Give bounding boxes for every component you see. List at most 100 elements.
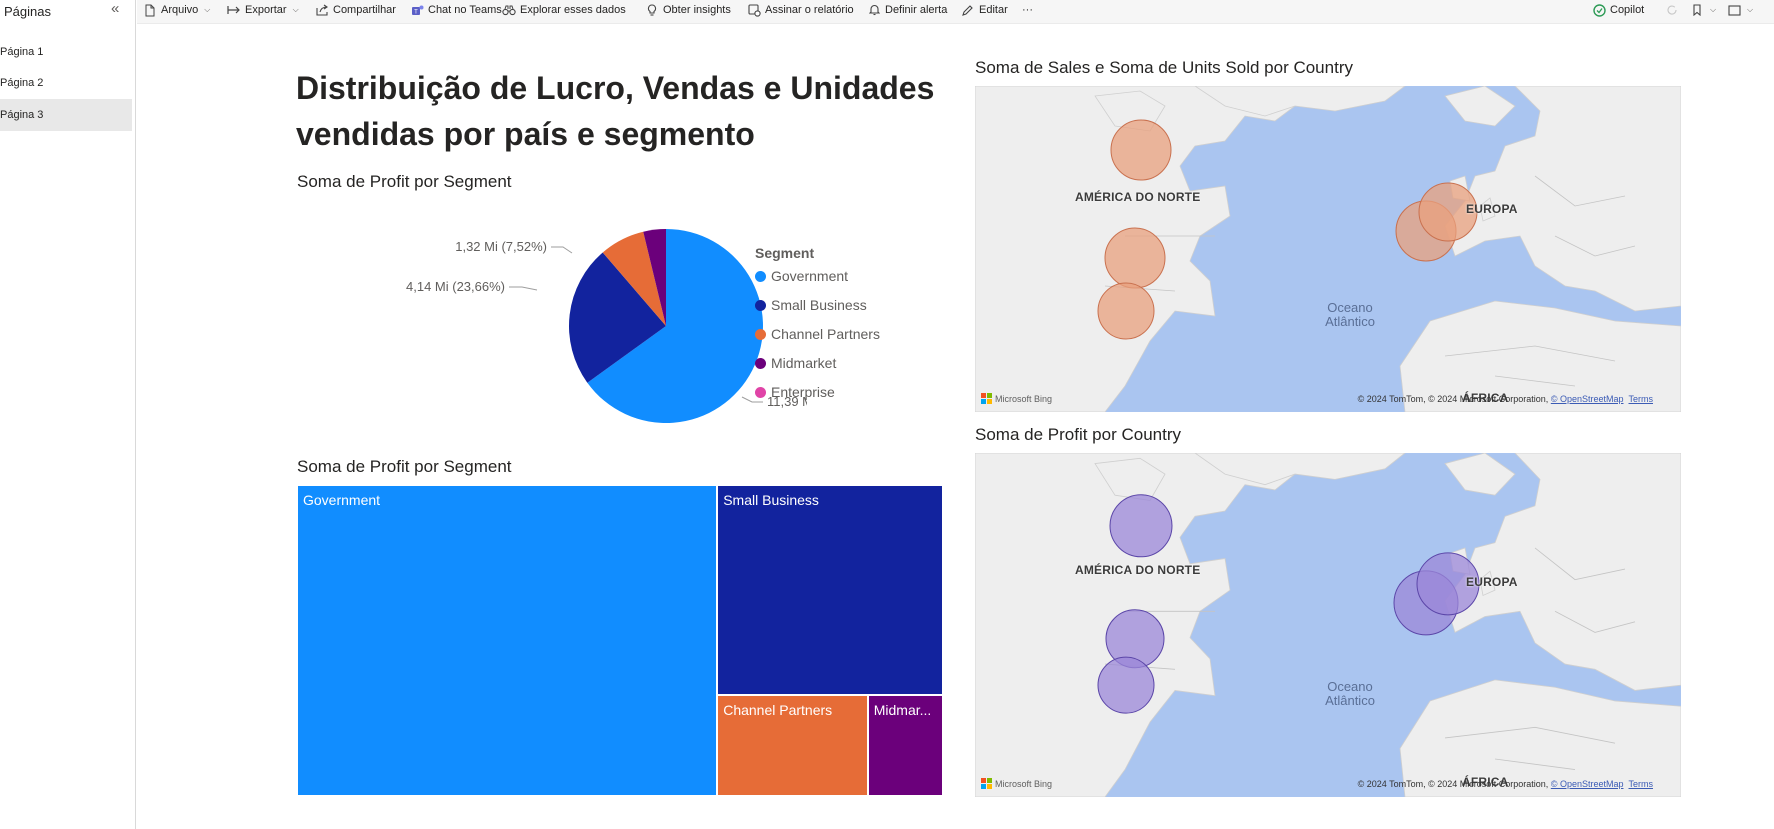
pie-slice-channel-partners[interactable]	[602, 231, 666, 326]
pie-slice-small-business[interactable]	[569, 252, 666, 383]
legend-dot-icon	[755, 270, 766, 282]
insights-label: Obter insights	[663, 4, 731, 16]
legend-item-enterprise[interactable]: Enterprise	[755, 383, 835, 401]
bookmark-icon	[1690, 3, 1704, 17]
map-border	[1494, 375, 1576, 387]
map-landmass	[1444, 86, 1516, 127]
legend-item-midmarket[interactable]: Midmarket	[755, 354, 836, 372]
map-landmass	[1479, 197, 1496, 222]
set-alert-button[interactable]: Definir alerta	[867, 0, 947, 20]
map-border	[1554, 235, 1636, 257]
share-button[interactable]: Compartilhar	[315, 0, 396, 20]
explore-data-button[interactable]: Explorar esses dados	[502, 0, 626, 20]
subscribe-report-label: Assinar o relatório	[765, 4, 854, 16]
pie-leader-government	[741, 396, 763, 403]
legend-dot-icon	[755, 299, 766, 311]
bing-logo: Microsoft Bing	[981, 778, 1052, 789]
bell-icon	[867, 3, 881, 17]
pie-label-government: 11,39 Mi (65,04%)	[767, 394, 807, 409]
map-bubble[interactable]	[1097, 282, 1155, 340]
more-options-icon: ···	[1022, 4, 1033, 16]
page-tab-3[interactable]: Página 3	[0, 99, 132, 131]
region-label-europe: EUROPA	[1466, 575, 1518, 590]
sales-map-title: Soma de Sales e Soma de Units Sold por C…	[975, 58, 1353, 77]
credit-text: © 2024 TomTom, © 2024 Microsoft Corporat…	[1357, 779, 1551, 789]
ocean-label-line: Oceano	[1327, 300, 1373, 315]
share-icon	[315, 3, 329, 17]
action-bar: Arquivo ⌵ Exportar ⌵ Compartilhar T Chat…	[137, 0, 1774, 24]
explore-data-label: Explorar esses dados	[520, 4, 626, 16]
bookmark-button[interactable]: ⌵	[1690, 0, 1716, 20]
terms-link[interactable]: Terms	[1628, 779, 1654, 789]
map-basemap	[975, 453, 1681, 797]
map-border	[1534, 547, 1626, 581]
pages-title: Páginas	[4, 4, 51, 19]
map-credits: © 2024 TomTom, © 2024 Microsoft Corporat…	[1358, 394, 1653, 404]
map-border	[1494, 758, 1576, 770]
region-label-europe: EUROPA	[1466, 202, 1518, 216]
legend-item-channel-partners[interactable]: Channel Partners	[755, 325, 880, 343]
treemap-cell-small-business[interactable]: Small Business	[717, 485, 943, 696]
legend-label: Channel Partners	[771, 326, 880, 342]
treemap-chart[interactable]: Government Small Business Channel Partners…	[297, 485, 943, 796]
map-bubble[interactable]	[1110, 119, 1172, 181]
binoculars-icon	[502, 3, 516, 17]
map-bubble[interactable]	[1418, 182, 1478, 242]
region-label-africa: ÁFRICA	[1462, 391, 1509, 405]
teams-chat-button[interactable]: T Chat no Teams	[410, 0, 502, 20]
more-options-button[interactable]: ···	[1022, 0, 1033, 20]
chevron-down-icon: ⌵	[204, 5, 211, 14]
legend-dot-icon	[755, 386, 766, 398]
pie-slice-midmarket[interactable]	[643, 229, 666, 326]
copilot-button[interactable]: Copilot	[1592, 0, 1644, 20]
osm-link[interactable]: © OpenStreetMap	[1550, 779, 1624, 789]
page-tab-1[interactable]: Página 1	[0, 46, 44, 58]
legend-title: Segment	[755, 245, 815, 261]
pie-chart[interactable]: 1,32 Mi (7,52%) 4,14 Mi (23,66%) 11,39 M…	[287, 210, 807, 450]
map-bubble[interactable]	[1109, 494, 1173, 558]
report-canvas: Distribuição de Lucro, Vendas e Unidades…	[137, 25, 1774, 829]
legend-item-small-business[interactable]: Small Business	[755, 296, 867, 314]
terms-link[interactable]: Terms	[1628, 394, 1654, 404]
credit-text: © 2024 TomTom, © 2024 Microsoft Corporat…	[1357, 394, 1551, 404]
map-landmass	[1444, 453, 1516, 496]
treemap-cell-label: Government	[303, 492, 381, 508]
map-bubble[interactable]	[1104, 227, 1166, 289]
pie-chart-title: Soma de Profit por Segment	[297, 172, 512, 191]
osm-link[interactable]: © OpenStreetMap	[1550, 394, 1624, 404]
legend-label: Small Business	[771, 297, 867, 313]
subscribe-icon	[747, 3, 761, 17]
pages-sidebar: Páginas « Página 1 Página 2 Página 3	[0, 0, 136, 829]
treemap-cell-channel-partners[interactable]: Channel Partners	[717, 695, 868, 796]
treemap-cell-midmarket[interactable]: Midmar...	[867, 695, 943, 796]
insights-button[interactable]: Obter insights	[645, 0, 731, 20]
collapse-pages-icon[interactable]: «	[111, 0, 120, 17]
edit-button[interactable]: Editar	[961, 0, 1008, 20]
sales-units-map[interactable]: AMÉRICA DO NORTE EUROPA ÁFRICA Oceano Atlânt…	[975, 86, 1681, 412]
export-menu-button[interactable]: Exportar ⌵	[227, 0, 299, 20]
map-border	[1444, 726, 1616, 744]
chevron-down-icon: ⌵	[292, 5, 299, 14]
pie-slice-government[interactable]	[587, 229, 763, 423]
treemap-cell-government[interactable]: Government	[297, 485, 718, 796]
bing-label: Microsoft Bing	[995, 393, 1053, 404]
legend-item-government[interactable]: Government	[755, 267, 848, 285]
ocean-label-line: Atlântico	[1325, 314, 1375, 329]
credit-spacer	[1623, 394, 1628, 404]
map-landmass	[1399, 300, 1681, 412]
subscribe-report-button[interactable]: Assinar o relatório	[747, 0, 854, 20]
map-bubble[interactable]	[1416, 552, 1480, 616]
bing-logo: Microsoft Bing	[981, 393, 1052, 404]
file-menu-button[interactable]: Arquivo ⌵	[143, 0, 210, 20]
map-bubble[interactable]	[1097, 656, 1155, 714]
map-landmass	[1094, 457, 1166, 501]
pie-label-small-business: 4,14 Mi (23,66%)	[406, 279, 505, 294]
page-tab-2[interactable]: Página 2	[0, 77, 44, 89]
view-button[interactable]: ⌵	[1727, 0, 1753, 20]
legend-dot-icon	[755, 328, 766, 340]
profit-map[interactable]: AMÉRICA DO NORTE EUROPA ÁFRICA Oceano Atlânt…	[975, 453, 1681, 797]
region-label-north-america: AMÉRICA DO NORTE	[1075, 562, 1201, 577]
ocean-label-line: Oceano	[1327, 678, 1373, 694]
pencil-icon	[961, 3, 975, 17]
refresh-icon[interactable]	[1665, 0, 1679, 20]
